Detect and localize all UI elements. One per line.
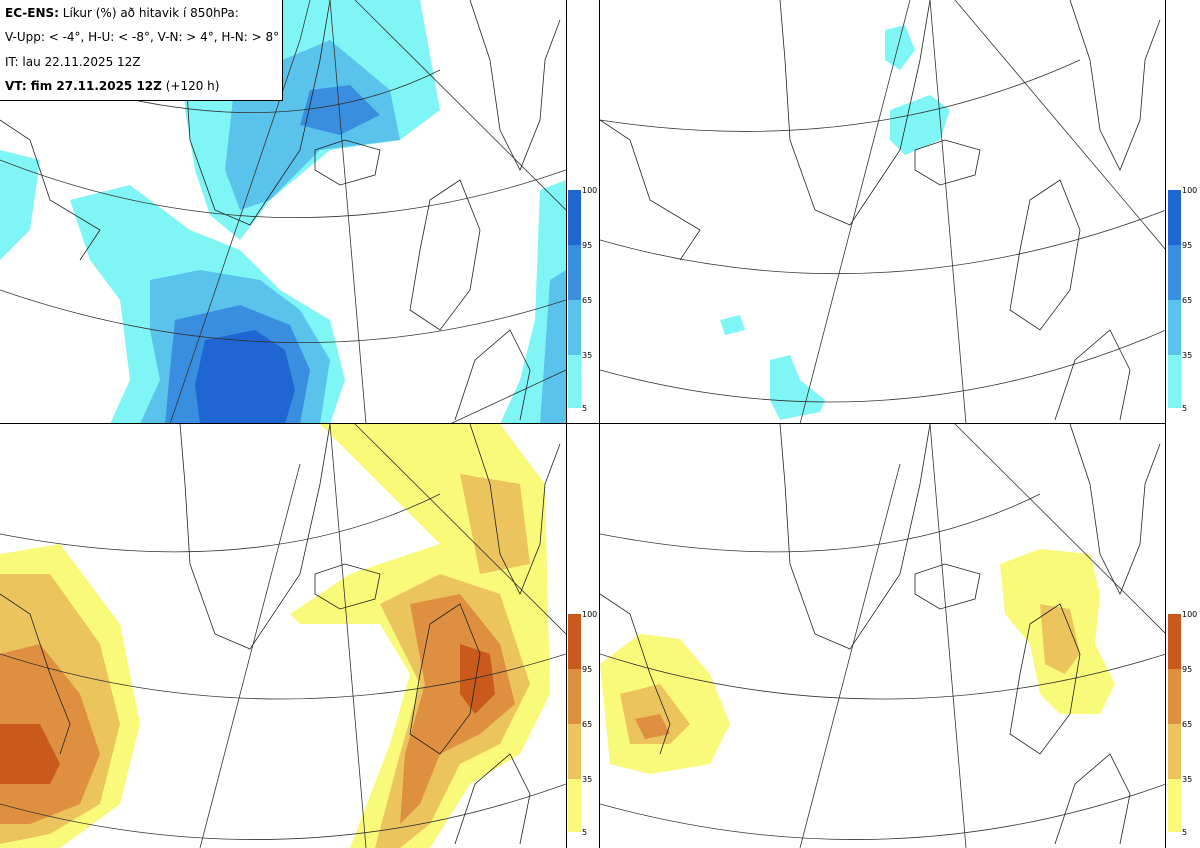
cbar-tick: 95 <box>1182 241 1193 250</box>
valid-time-label: VT: fim 27.11.2025 12Z <box>5 79 162 93</box>
cbar-tick: 5 <box>582 828 588 837</box>
map-top-right <box>600 0 1166 424</box>
cbar-seg-65 <box>1168 245 1181 300</box>
cbar-tick: 35 <box>582 775 593 784</box>
cbar-tick: 5 <box>1182 828 1188 837</box>
cbar-seg-5 <box>1168 355 1181 408</box>
cbar-seg-65 <box>1168 669 1181 724</box>
cbar-tick: 35 <box>1182 775 1193 784</box>
cbar-seg-35 <box>568 724 581 779</box>
cbar-tick: 100 <box>1182 610 1198 619</box>
cbar-tick: 95 <box>1182 665 1193 674</box>
cbar-tick: 100 <box>582 186 598 195</box>
cbar-tick: 35 <box>582 351 593 360</box>
panel-separator-horizontal <box>0 423 1166 424</box>
cbar-tick: 5 <box>1182 404 1188 413</box>
panel-separator-right <box>599 0 600 848</box>
cbar-seg-5 <box>568 355 581 408</box>
cbar-seg-95 <box>1168 190 1181 245</box>
cbar-tick: 65 <box>582 720 593 729</box>
header-legend: EC-ENS: Líkur (%) að hitavik í 850hPa: V… <box>0 0 283 101</box>
criteria-label: V-Upp: < -4°, H-U: < -8°, V-N: > 4°, H-N… <box>5 30 280 44</box>
panel-bottom-left <box>0 424 566 848</box>
coastline-bottom-right <box>600 424 1161 845</box>
panel-top-right <box>600 0 1166 424</box>
cbar-tick: 35 <box>1182 351 1193 360</box>
cbar-seg-95 <box>568 614 581 669</box>
panel-separator-left <box>566 0 567 848</box>
cbar-seg-65 <box>568 245 581 300</box>
cbar-seg-5 <box>1168 779 1181 832</box>
panel-bottom-right <box>600 424 1166 848</box>
title-label: Líkur (%) að hitavik í 850hPa: <box>62 6 239 20</box>
map-bottom-left <box>0 424 566 848</box>
cbar-tick: 100 <box>582 610 598 619</box>
model-label: EC-ENS: <box>5 6 59 20</box>
init-time-label: IT: lau 22.11.2025 12Z <box>5 55 141 69</box>
panel-border-right <box>1165 0 1166 848</box>
prob-field-bottom-left <box>0 424 550 848</box>
colorbar-bottom-left <box>568 614 581 832</box>
map-bottom-right <box>600 424 1166 848</box>
graticule-bottom-left <box>0 424 566 848</box>
cbar-seg-35 <box>1168 300 1181 355</box>
cbar-seg-65 <box>568 669 581 724</box>
colorbar-top-left <box>568 190 581 408</box>
cbar-seg-95 <box>1168 614 1181 669</box>
prob-field-bottom-right <box>600 549 1115 774</box>
cbar-tick: 65 <box>1182 720 1193 729</box>
cbar-seg-35 <box>1168 724 1181 779</box>
cbar-tick: 100 <box>1182 186 1198 195</box>
cbar-tick: 95 <box>582 241 593 250</box>
panel-top-left: EC-ENS: Líkur (%) að hitavik í 850hPa: V… <box>0 0 566 424</box>
colorbar-bottom-right <box>1168 614 1181 832</box>
lead-time-label: (+120 h) <box>165 79 220 93</box>
graticule-bottom-right <box>600 424 1166 848</box>
prob-field-top-right <box>720 25 950 420</box>
cbar-seg-5 <box>568 779 581 832</box>
cbar-tick: 65 <box>582 296 593 305</box>
cbar-tick: 65 <box>1182 296 1193 305</box>
graticule-top-right <box>600 0 1166 424</box>
cbar-seg-95 <box>568 190 581 245</box>
colorbar-top-right <box>1168 190 1181 408</box>
cbar-tick: 95 <box>582 665 593 674</box>
cbar-seg-35 <box>568 300 581 355</box>
coastline-bottom-left <box>0 424 561 845</box>
coastline-top-right <box>600 0 1161 421</box>
cbar-tick: 5 <box>582 404 588 413</box>
